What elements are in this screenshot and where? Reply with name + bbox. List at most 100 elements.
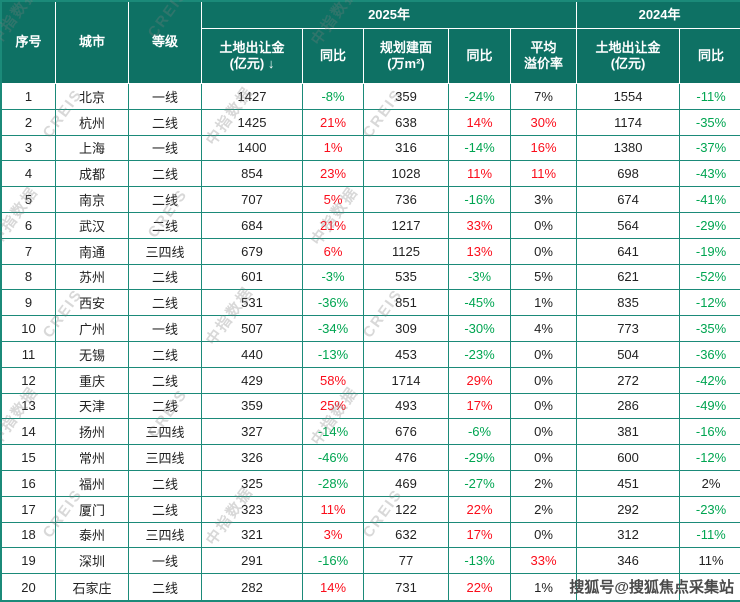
value-cell: -27%: [449, 470, 511, 497]
value-cell: 600: [577, 445, 681, 471]
col-header-city: 城市: [56, 2, 129, 84]
seq-cell: 1: [2, 84, 56, 110]
value-cell: -16%: [303, 548, 364, 575]
col-header-landfee-2024: 土地出让金 (亿元): [577, 29, 681, 84]
value-cell: 77: [364, 548, 449, 575]
value-cell: -35%: [680, 109, 740, 136]
value-cell: 531: [202, 290, 303, 317]
value-cell: 0%: [511, 238, 578, 265]
value-cell: 58%: [303, 367, 364, 394]
seq-cell: 9: [2, 290, 56, 317]
col-header-landfee-2025[interactable]: 土地出让金 (亿元) ↓: [202, 29, 303, 84]
value-cell: 286: [577, 393, 681, 420]
landfee-label: 土地出让金: [219, 39, 285, 55]
sort-desc-icon[interactable]: ↓: [267, 56, 275, 71]
seq-cell: 7: [2, 238, 56, 265]
value-cell: 291: [202, 548, 303, 575]
value-cell: [577, 574, 681, 600]
seq-cell: 17: [2, 496, 56, 523]
tier-cell: 二线: [129, 393, 202, 420]
value-cell: 11%: [511, 161, 578, 188]
value-cell: -30%: [449, 316, 511, 342]
value-cell: 2%: [511, 496, 578, 523]
city-cell: 深圳: [56, 548, 129, 575]
value-cell: -41%: [680, 187, 740, 213]
tier-cell: 三四线: [129, 419, 202, 446]
tier-cell: 二线: [129, 212, 202, 239]
value-cell: 1%: [511, 574, 578, 600]
value-cell: 684: [202, 212, 303, 239]
value-cell: 11%: [449, 161, 511, 188]
col-group-2024: 2024年: [577, 2, 740, 29]
value-cell: 854: [202, 161, 303, 188]
value-cell: 440: [202, 341, 303, 368]
value-cell: 5%: [511, 264, 578, 291]
value-cell: 1427: [202, 84, 303, 110]
value-cell: 6%: [303, 238, 364, 265]
table-row: 8 苏州 二线 601 -3% 535 -3% 5% 621 -52%: [2, 264, 740, 291]
city-cell: 石家庄: [56, 574, 129, 600]
value-cell: -49%: [680, 393, 740, 420]
value-cell: 451: [577, 470, 681, 497]
value-cell: 0%: [511, 341, 578, 368]
value-cell: -8%: [303, 84, 364, 110]
table-row: 19 深圳 一线 291 -16% 77 -13% 33% 346 11%: [2, 548, 740, 575]
value-cell: 3%: [511, 187, 578, 213]
value-cell: 564: [577, 212, 681, 239]
value-cell: 504: [577, 341, 681, 368]
city-cell: 南通: [56, 238, 129, 265]
table-row: 16 福州 二线 325 -28% 469 -27% 2% 451 2%: [2, 470, 740, 497]
value-cell: 1028: [364, 161, 449, 188]
value-cell: -43%: [680, 161, 740, 188]
value-cell: 0%: [511, 445, 578, 471]
value-cell: 25%: [303, 393, 364, 420]
value-cell: 601: [202, 264, 303, 291]
value-cell: 469: [364, 470, 449, 497]
city-cell: 苏州: [56, 264, 129, 291]
value-cell: -35%: [680, 316, 740, 342]
value-cell: 638: [364, 109, 449, 136]
value-cell: -36%: [303, 290, 364, 317]
value-cell: 1217: [364, 212, 449, 239]
value-cell: 33%: [449, 212, 511, 239]
value-cell: -13%: [449, 548, 511, 575]
value-cell: 33%: [511, 548, 578, 575]
tier-cell: 二线: [129, 161, 202, 188]
tier-cell: 二线: [129, 341, 202, 368]
value-cell: -19%: [680, 238, 740, 265]
value-cell: -3%: [449, 264, 511, 291]
seq-cell: 20: [2, 574, 56, 600]
seq-cell: 5: [2, 187, 56, 213]
city-cell: 扬州: [56, 419, 129, 446]
table-row: 4 成都 二线 854 23% 1028 11% 11% 698 -43%: [2, 161, 740, 188]
table-row: 14 扬州 三四线 327 -14% 676 -6% 0% 381 -16%: [2, 419, 740, 446]
city-cell: 广州: [56, 316, 129, 342]
col-header-yoy-area: 同比: [449, 29, 511, 84]
table-row: 7 南通 三四线 679 6% 1125 13% 0% 641 -19%: [2, 238, 740, 265]
value-cell: 493: [364, 393, 449, 420]
city-cell: 天津: [56, 393, 129, 420]
value-cell: 1714: [364, 367, 449, 394]
value-cell: 453: [364, 341, 449, 368]
value-cell: 0%: [511, 367, 578, 394]
value-cell: -37%: [680, 135, 740, 162]
city-cell: 西安: [56, 290, 129, 317]
value-cell: 359: [202, 393, 303, 420]
value-cell: -52%: [680, 264, 740, 291]
value-cell: 3%: [303, 522, 364, 549]
table-row: 1 北京 一线 1427 -8% 359 -24% 7% 1554 -11%: [2, 84, 740, 110]
value-cell: -34%: [303, 316, 364, 342]
seq-cell: 14: [2, 419, 56, 446]
value-cell: 312: [577, 522, 681, 549]
table-row: 12 重庆 二线 429 58% 1714 29% 0% 272 -42%: [2, 367, 740, 394]
value-cell: 676: [364, 419, 449, 446]
value-cell: 323: [202, 496, 303, 523]
value-cell: 621: [577, 264, 681, 291]
table-row: 20 石家庄 二线 282 14% 731 22% 1%: [2, 574, 740, 600]
table-row: 5 南京 二线 707 5% 736 -16% 3% 674 -41%: [2, 187, 740, 213]
value-cell: 327: [202, 419, 303, 446]
value-cell: 507: [202, 316, 303, 342]
value-cell: 632: [364, 522, 449, 549]
value-cell: 835: [577, 290, 681, 317]
seq-cell: 3: [2, 135, 56, 162]
